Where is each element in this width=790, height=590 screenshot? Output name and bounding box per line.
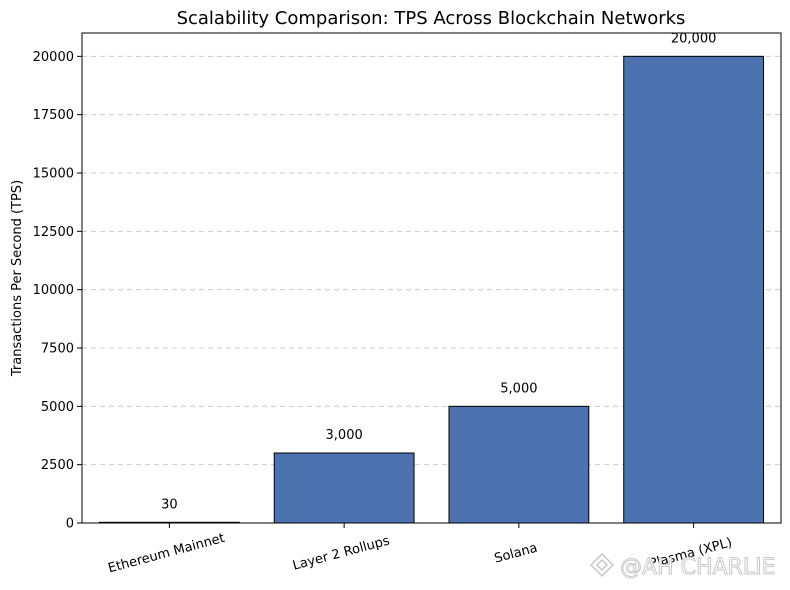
y-tick-label: 15000	[33, 167, 74, 182]
bar	[623, 55, 765, 524]
y-tick-label: 17500	[33, 108, 74, 123]
x-tick-label: Ethereum Mainnet	[107, 531, 227, 577]
bar-data-label: 30	[161, 497, 178, 512]
bar	[273, 452, 415, 524]
watermark: @AH CHARLIE	[589, 552, 776, 581]
y-axis-label: Transactions Per Second (TPS)	[10, 180, 25, 377]
bar	[448, 405, 590, 524]
bar-data-label: 3,000	[326, 428, 363, 443]
watermark-text: @AH CHARLIE	[620, 555, 775, 580]
bar-data-label: 20,000	[671, 31, 717, 46]
x-tick-label: Layer 2 Rollups	[291, 533, 391, 573]
y-tick-label: 10000	[33, 283, 74, 298]
plot-frame	[81, 32, 782, 524]
y-tick-label: 2500	[41, 458, 74, 473]
chart-title: Scalability Comparison: TPS Across Block…	[177, 8, 686, 29]
bar-data-label: 5,000	[500, 381, 537, 396]
y-tick-label: 20000	[33, 50, 74, 65]
y-tick-label: 7500	[41, 342, 74, 357]
watermark-diamond-icon	[589, 552, 615, 578]
data-labels: 30 3,000 5,000 20,000	[161, 31, 716, 512]
y-tick-label: 0	[66, 517, 74, 532]
x-tick-label: Solana	[493, 541, 539, 567]
bars	[98, 55, 765, 524]
y-tick-label: 5000	[41, 400, 74, 415]
y-tick-label: 12500	[33, 225, 74, 240]
